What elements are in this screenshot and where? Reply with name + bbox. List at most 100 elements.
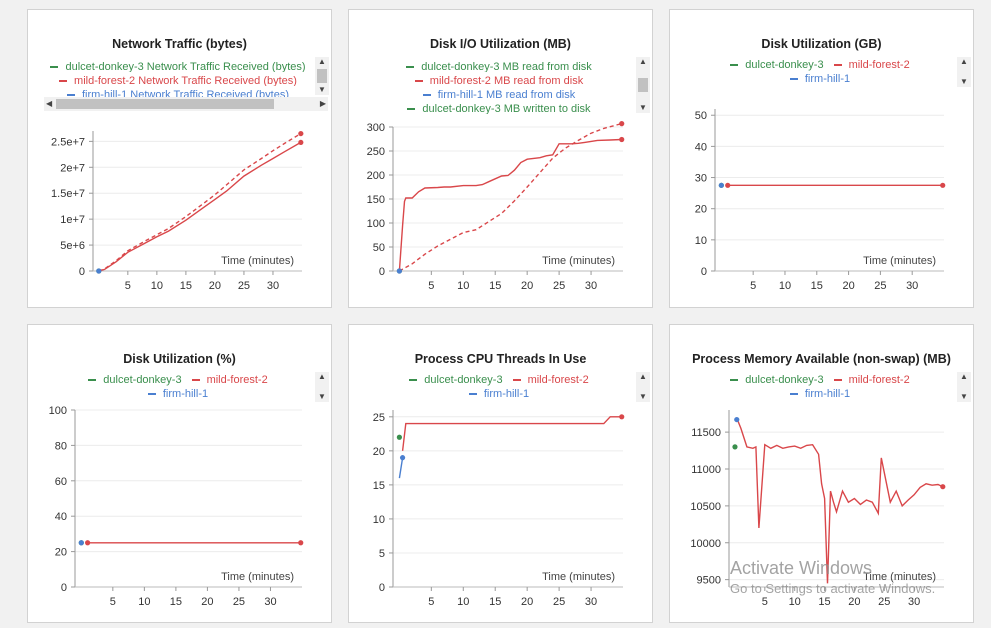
- scroll-down-icon[interactable]: ▼: [960, 392, 968, 401]
- x-tick-label: 5: [110, 596, 116, 608]
- legend-swatch: [468, 393, 477, 395]
- legend-label: mild-forest-2: [527, 374, 589, 386]
- x-tick-label: 15: [811, 280, 823, 292]
- legend-item[interactable]: dulcet-donkey-3: [409, 373, 503, 387]
- x-axis-label: Time (minutes): [221, 255, 294, 267]
- scroll-thumb[interactable]: [638, 78, 648, 92]
- x-tick-label: 5: [125, 280, 131, 292]
- legend-item[interactable]: firm-hill-1: [789, 387, 850, 401]
- series-line: [398, 457, 404, 479]
- legend-scrollbar[interactable]: ▲ ▼: [636, 57, 650, 113]
- y-tick-label: 2e+7: [60, 162, 85, 174]
- x-tick-label: 25: [878, 596, 890, 608]
- x-tick-label: 15: [180, 280, 192, 292]
- y-tick-label: 20: [695, 204, 707, 216]
- scroll-up-icon[interactable]: ▲: [960, 57, 968, 66]
- scroll-left-icon[interactable]: ◀: [46, 99, 53, 108]
- scroll-down-icon[interactable]: ▼: [639, 392, 647, 401]
- y-tick-label: 10: [373, 514, 385, 526]
- scroll-up-icon[interactable]: ▲: [639, 372, 647, 381]
- scroll-up-icon[interactable]: ▲: [960, 372, 968, 381]
- legend-swatch: [147, 393, 156, 395]
- series-endpoint: [940, 484, 946, 490]
- scroll-down-icon[interactable]: ▼: [960, 77, 968, 86]
- y-tick-label: 50: [695, 110, 707, 122]
- x-tick-label: 25: [553, 596, 565, 608]
- x-tick-label: 25: [874, 280, 886, 292]
- scroll-thumb[interactable]: [56, 99, 274, 109]
- chart-plot: 0 10 20 30 40 50 5 10 15 20 25 30 Time (minutes): [695, 109, 946, 292]
- y-tick-label: 25: [373, 412, 385, 424]
- legend-item[interactable]: dulcet-donkey-3 MB read from disk: [406, 60, 592, 72]
- legend-item[interactable]: mild-forest-2: [191, 373, 268, 387]
- legend-label: firm-hill-1: [162, 388, 209, 400]
- legend-item[interactable]: firm-hill-1 MB read from disk: [422, 88, 576, 100]
- chart-title: Disk Utilization (%): [123, 352, 236, 366]
- legend-scrollbar[interactable]: ▲ ▼: [957, 372, 971, 402]
- scroll-up-icon[interactable]: ▲: [318, 372, 326, 381]
- legend-scrollbar[interactable]: ▲ ▼: [315, 57, 329, 95]
- legend-item[interactable]: firm-hill-1 Network Traffic Received (by…: [66, 88, 289, 100]
- x-tick-label: 30: [585, 596, 597, 608]
- scroll-up-icon[interactable]: ▲: [318, 57, 326, 66]
- legend-label: dulcet-donkey-3 Network Traffic Received…: [65, 61, 306, 72]
- legend-item[interactable]: mild-forest-2: [512, 373, 589, 387]
- y-tick-label: 9500: [697, 575, 721, 587]
- legend-item[interactable]: mild-forest-2: [833, 373, 910, 387]
- legend-item[interactable]: mild-forest-2 MB read from disk: [414, 74, 583, 86]
- legend-scrollbar[interactable]: ▲ ▼: [636, 372, 650, 402]
- legend-item[interactable]: dulcet-donkey-3 MB written to disk: [407, 102, 591, 114]
- x-tick-label: 25: [553, 280, 565, 292]
- legend-row: dulcet-donkey-3 mild-forest-2: [44, 373, 312, 387]
- legend-item[interactable]: mild-forest-2 Network Traffic Received (…: [59, 74, 297, 86]
- series-line: [98, 141, 302, 272]
- legend-row: dulcet-donkey-3 MB read from disk: [365, 58, 633, 72]
- x-tick-label: 30: [585, 280, 597, 292]
- x-tick-label: 20: [521, 280, 533, 292]
- scroll-down-icon[interactable]: ▼: [318, 85, 326, 94]
- legend-item[interactable]: firm-hill-1: [147, 387, 209, 401]
- legend-scrollbar[interactable]: ▲ ▼: [315, 372, 329, 402]
- legend-scrollbar[interactable]: ▲ ▼: [957, 57, 971, 87]
- x-axis-label: Time (minutes): [221, 571, 294, 583]
- series-line: [401, 416, 622, 451]
- legend-swatch: [88, 379, 97, 381]
- x-tick-label: 5: [762, 596, 768, 608]
- legend-item[interactable]: firm-hill-1: [468, 387, 529, 401]
- scroll-up-icon[interactable]: ▲: [639, 57, 647, 66]
- x-tick-label: 20: [848, 596, 860, 608]
- scroll-thumb[interactable]: [317, 69, 327, 83]
- legend-item[interactable]: dulcet-donkey-3: [88, 373, 182, 387]
- legend-swatch: [406, 66, 415, 68]
- legend-item[interactable]: dulcet-donkey-3 Network Traffic Received…: [50, 60, 306, 72]
- series-line: [737, 420, 944, 584]
- scroll-down-icon[interactable]: ▼: [318, 392, 326, 401]
- legend-swatch: [730, 379, 739, 381]
- series-line: [399, 122, 622, 272]
- legend-item[interactable]: dulcet-donkey-3: [730, 373, 824, 387]
- y-tick-label: 300: [367, 122, 385, 134]
- y-tick-label: 5e+6: [60, 240, 85, 252]
- legend: dulcet-donkey-3 MB read from disk mild-fo…: [365, 57, 650, 115]
- y-tick-label: 0: [701, 266, 707, 278]
- y-tick-label: 60: [55, 476, 67, 488]
- legend-item[interactable]: dulcet-donkey-3: [730, 58, 824, 72]
- legend-row: dulcet-donkey-3 mild-forest-2: [686, 58, 954, 72]
- scroll-right-icon[interactable]: ▶: [319, 99, 326, 108]
- chart-panel: Process Memory Available (non-swap) (MB)…: [669, 324, 974, 623]
- legend-item[interactable]: mild-forest-2: [833, 58, 910, 72]
- legend-label: firm-hill-1 MB read from disk: [437, 89, 576, 100]
- x-tick-label: 10: [789, 596, 801, 608]
- legend-item[interactable]: firm-hill-1: [789, 72, 850, 86]
- x-axis-label: Time (minutes): [863, 255, 936, 267]
- legend-label: dulcet-donkey-3: [745, 374, 824, 386]
- legend-row: firm-hill-1: [44, 387, 312, 401]
- legend-swatch: [414, 80, 423, 82]
- y-tick-label: 250: [367, 146, 385, 158]
- chart-panel: Disk Utilization (%) dulcet-donkey-3 mild-…: [27, 324, 332, 623]
- legend-horizontal-scrollbar[interactable]: ◀ ▶: [44, 97, 328, 111]
- x-tick-label: 10: [779, 280, 791, 292]
- scroll-down-icon[interactable]: ▼: [639, 103, 647, 112]
- legend-swatch: [191, 379, 200, 381]
- legend-row: dulcet-donkey-3 mild-forest-2: [365, 373, 633, 387]
